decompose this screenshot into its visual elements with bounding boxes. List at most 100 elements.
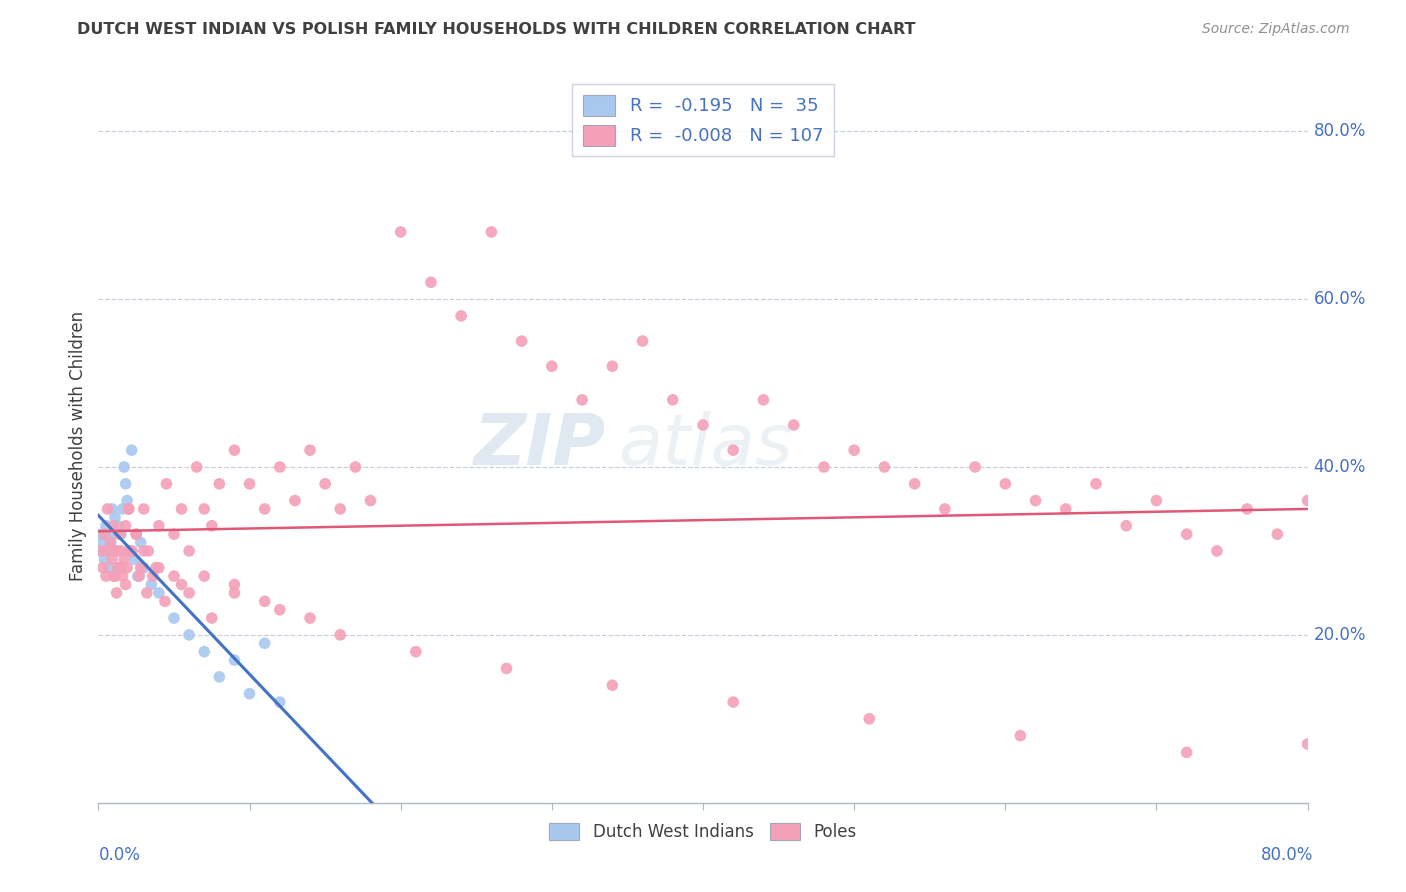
Point (105, 586, 128, 600)
Point (389, 225, 412, 239)
Text: 60.0%: 60.0% (1313, 290, 1367, 308)
Point (208, 476, 231, 491)
Text: ZIP: ZIP (474, 411, 606, 481)
Point (98, 560, 121, 574)
Point (1296, 737, 1319, 751)
Point (844, 443, 866, 458)
Point (224, 586, 246, 600)
Point (105, 544, 128, 558)
Point (179, 586, 201, 600)
Point (540, 359, 562, 374)
Point (132, 502, 155, 516)
Point (1054, 502, 1077, 516)
Point (239, 687, 262, 701)
Point (110, 560, 132, 574)
Point (125, 527, 148, 541)
Point (1236, 502, 1258, 516)
Point (873, 460, 896, 475)
Y-axis label: Family Households with Children: Family Households with Children (69, 311, 87, 581)
Point (692, 417, 714, 432)
Point (314, 476, 336, 491)
Point (103, 527, 125, 541)
Point (179, 544, 201, 558)
Point (115, 560, 138, 574)
Point (112, 552, 135, 566)
Point (94, 518, 117, 533)
Point (1175, 746, 1198, 760)
Point (510, 334, 533, 348)
Point (121, 544, 143, 558)
Point (858, 712, 880, 726)
Point (90, 544, 112, 558)
Text: 0.0%: 0.0% (98, 846, 141, 863)
Point (752, 392, 775, 407)
Point (224, 653, 246, 667)
Point (114, 577, 136, 591)
Point (125, 527, 148, 541)
Point (104, 510, 127, 524)
Point (111, 502, 134, 516)
Point (1010, 729, 1032, 743)
Point (193, 502, 215, 516)
Point (201, 611, 224, 625)
Point (253, 594, 276, 608)
Point (813, 460, 835, 475)
Point (208, 670, 231, 684)
Point (107, 560, 129, 574)
Point (783, 417, 806, 432)
Point (224, 577, 246, 591)
Point (481, 225, 503, 239)
Point (299, 611, 322, 625)
Point (153, 594, 176, 608)
Point (108, 527, 131, 541)
Point (142, 569, 165, 583)
Point (129, 535, 152, 549)
Point (145, 560, 167, 574)
Point (571, 392, 593, 407)
Point (141, 577, 163, 591)
Point (450, 309, 472, 323)
Point (186, 460, 208, 475)
Point (96, 502, 118, 516)
Point (360, 493, 382, 508)
Point (1206, 544, 1229, 558)
Point (121, 544, 143, 558)
Point (1115, 518, 1137, 533)
Text: DUTCH WEST INDIAN VS POLISH FAMILY HOUSEHOLDS WITH CHILDREN CORRELATION CHART: DUTCH WEST INDIAN VS POLISH FAMILY HOUSE… (77, 22, 915, 37)
Point (994, 476, 1017, 491)
Point (170, 502, 193, 516)
Point (90, 527, 112, 541)
Point (253, 502, 276, 516)
Point (224, 443, 246, 458)
Point (98, 544, 121, 558)
Point (89, 544, 111, 558)
Point (127, 569, 149, 583)
Point (148, 518, 170, 533)
Point (118, 502, 141, 516)
Point (148, 560, 170, 574)
Point (132, 544, 155, 558)
Point (299, 443, 322, 458)
Point (155, 476, 177, 491)
Point (1085, 476, 1108, 491)
Point (201, 518, 224, 533)
Point (179, 628, 201, 642)
Point (163, 611, 186, 625)
Point (405, 645, 427, 659)
Text: 80.0%: 80.0% (1313, 122, 1367, 140)
Point (114, 518, 136, 533)
Point (100, 535, 122, 549)
Point (129, 560, 152, 574)
Point (602, 359, 624, 374)
Point (101, 502, 124, 516)
Point (128, 569, 150, 583)
Point (495, 661, 517, 675)
Point (124, 552, 146, 566)
Point (100, 535, 122, 549)
Point (193, 645, 215, 659)
Point (96, 544, 118, 558)
Text: 20.0%: 20.0% (1313, 626, 1367, 644)
Point (132, 560, 155, 574)
Text: atlas: atlas (619, 411, 793, 481)
Point (239, 476, 262, 491)
